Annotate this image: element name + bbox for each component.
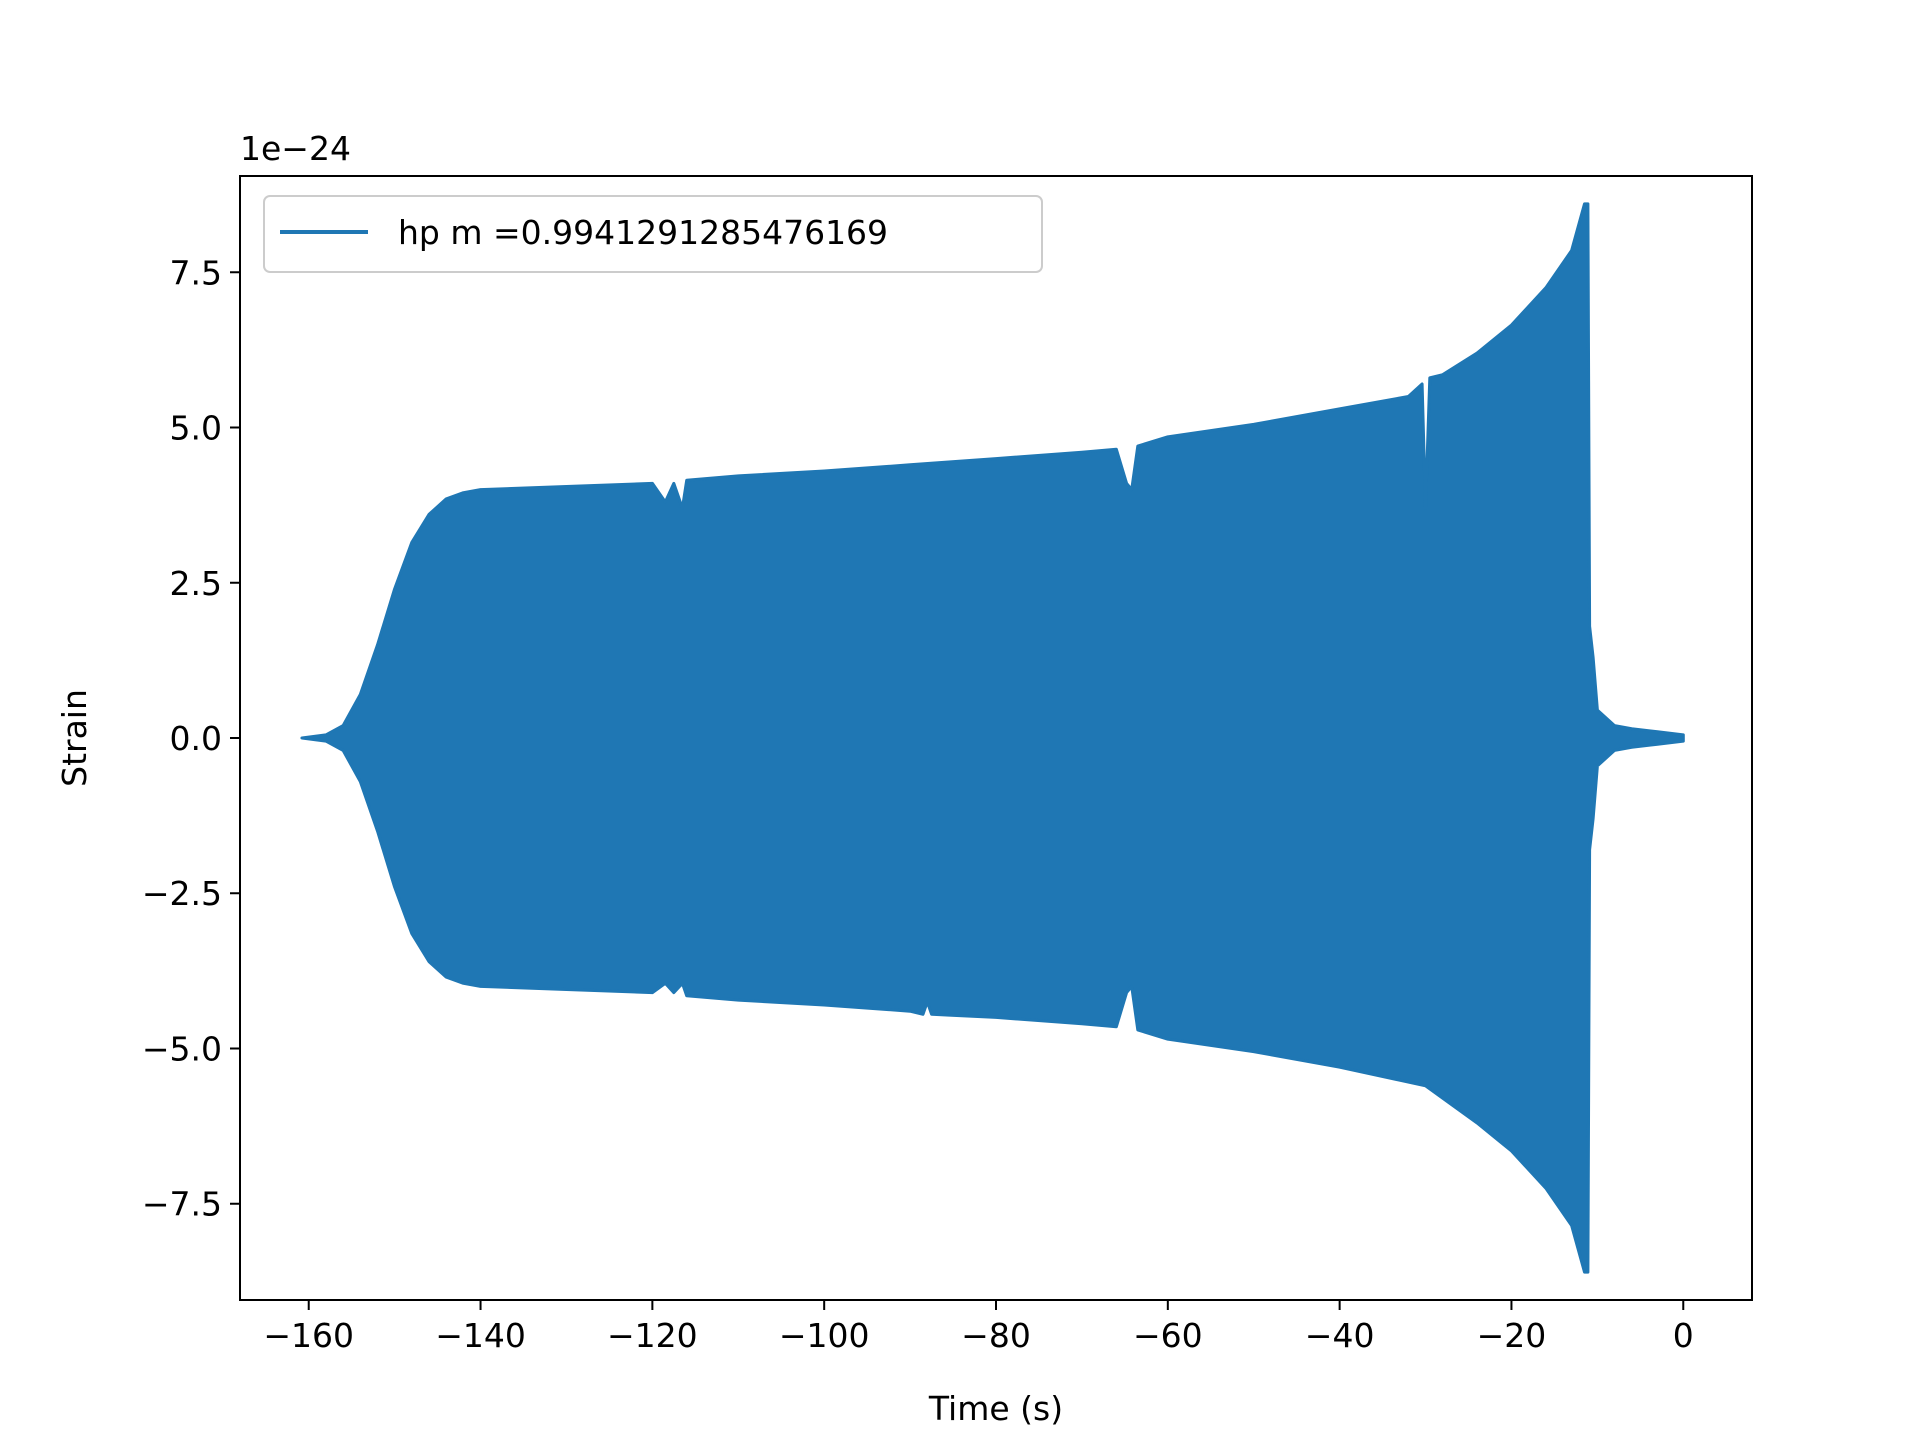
x-tick-label: −80 xyxy=(961,1316,1031,1355)
x-tick-label: −20 xyxy=(1477,1316,1547,1355)
legend-label: hp m =0.9941291285476169 xyxy=(398,213,888,252)
x-axis-label: Time (s) xyxy=(928,1389,1063,1428)
y-tick-label: −5.0 xyxy=(142,1029,222,1068)
y-tick-label: 5.0 xyxy=(170,409,222,448)
x-tick-label: −120 xyxy=(607,1316,698,1355)
y-axis-label: Strain xyxy=(55,689,94,787)
x-tick-label: −140 xyxy=(435,1316,526,1355)
legend: hp m =0.9941291285476169 xyxy=(263,195,1043,273)
legend-box xyxy=(263,195,1043,273)
y-tick-label: −7.5 xyxy=(142,1185,222,1224)
x-tick-label: 0 xyxy=(1673,1316,1694,1355)
y-tick-label: 0.0 xyxy=(170,719,222,758)
x-tick-label: −100 xyxy=(779,1316,870,1355)
y-tick-label: −2.5 xyxy=(142,874,222,913)
x-tick-label: −160 xyxy=(263,1316,354,1355)
plot-frame xyxy=(239,175,1753,1301)
x-tick-label: −40 xyxy=(1305,1316,1375,1355)
series-layer xyxy=(300,202,1685,1274)
y-axis-offset-text: 1e−24 xyxy=(240,129,351,168)
y-tick-label: 2.5 xyxy=(170,564,222,603)
series-0-waveform xyxy=(300,202,1685,1274)
y-axis-ticks: 7.5 5.0 2.5 0.0 −2.5 −5.0 −7.5 xyxy=(142,253,240,1224)
x-tick-label: −60 xyxy=(1133,1316,1203,1355)
y-tick-label: 7.5 xyxy=(170,253,222,292)
x-axis-ticks: −160 −140 −120 −100 −80 −60 −40 −20 0 xyxy=(263,1300,1694,1355)
